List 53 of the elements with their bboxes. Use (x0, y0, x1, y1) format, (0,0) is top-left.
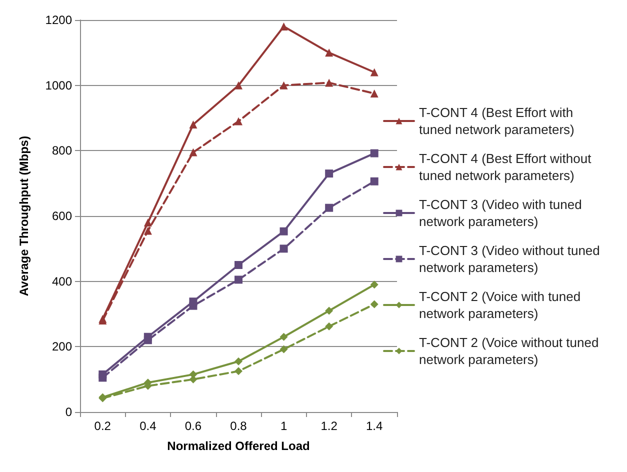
point (280, 244, 288, 253)
point (144, 226, 152, 235)
legend-label: T-CONT 2 (Voice without tuned network parameters) (419, 335, 602, 367)
x-tick-label: 0.2 (94, 419, 112, 433)
point (280, 227, 288, 236)
legend-label: T-CONT 4 (Best Effort with tuned network parameters) (419, 105, 577, 137)
x-tick-label: 1.2 (320, 419, 338, 433)
x-tick-label: 0.4 (140, 419, 157, 433)
x-tick-label: 1.4 (366, 419, 384, 433)
point (234, 357, 242, 366)
point (189, 148, 198, 156)
legend-label: T-CONT 4 (Best Effort without tuned network parameters) (419, 151, 595, 183)
point (325, 204, 334, 212)
point (370, 177, 378, 186)
point (280, 22, 288, 31)
point (98, 374, 107, 382)
y-tick-label: 800 (52, 144, 72, 158)
point (234, 367, 242, 376)
y-tick-label: 1000 (45, 78, 72, 92)
point (370, 68, 378, 76)
point (280, 345, 288, 354)
point (234, 276, 242, 284)
point (234, 81, 242, 90)
point (325, 322, 334, 330)
y-axis-title: Average Throughput (Mbps) (17, 136, 31, 296)
point (370, 149, 378, 158)
point (325, 306, 334, 315)
x-tick-label: 0.6 (184, 419, 202, 433)
point (325, 48, 334, 57)
point (370, 300, 378, 308)
x-axis-title: Normalized Offered Load (167, 439, 310, 453)
point (280, 332, 288, 341)
point (144, 218, 152, 227)
point (144, 336, 152, 344)
point (189, 302, 198, 310)
legend-label: T-CONT 3 (Video without tuned network parameters) (419, 243, 604, 275)
legend-label: T-CONT 2 (Voice with tuned network parameters) (419, 289, 584, 321)
point (234, 117, 242, 126)
x-tick-label: 1 (280, 419, 288, 433)
x-tick-label: 0.8 (230, 419, 248, 433)
point (370, 90, 378, 98)
point (370, 280, 378, 289)
point (280, 81, 288, 90)
y-tick-label: 0 (65, 405, 72, 419)
point (325, 78, 334, 87)
point (325, 170, 334, 178)
y-tick-label: 400 (52, 274, 72, 288)
y-tick-label: 200 (52, 340, 72, 354)
point (234, 261, 242, 269)
y-tick-label: 600 (52, 209, 72, 223)
legend-label: T-CONT 3 (Video with tuned network parameters) (419, 197, 586, 229)
y-tick-label: 1200 (45, 13, 72, 27)
point (189, 120, 198, 129)
